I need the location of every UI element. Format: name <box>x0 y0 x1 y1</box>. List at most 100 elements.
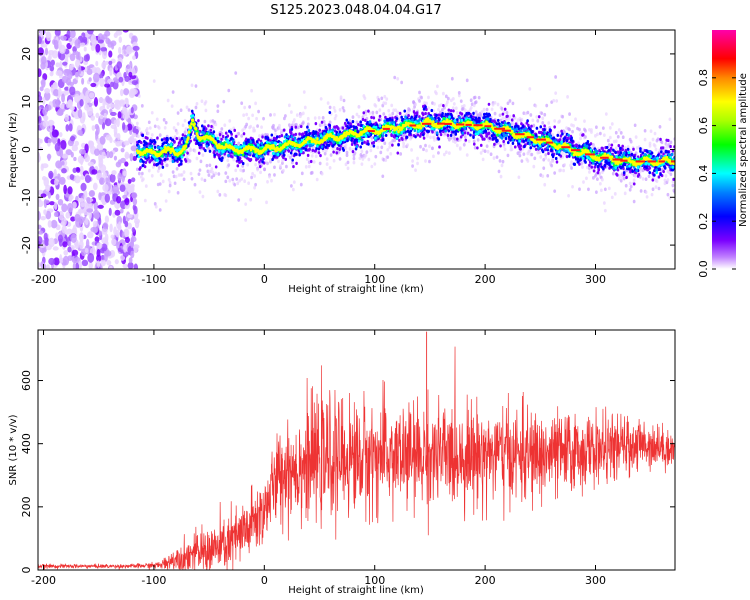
spectrogram-noise-blob <box>100 243 108 252</box>
spectrogram-halo-blob <box>557 130 561 135</box>
spectrogram-halo-blob <box>437 151 440 155</box>
spectrogram-halo-blob <box>296 125 300 130</box>
spectrogram-ridge-cell <box>294 125 298 129</box>
spectrogram-ridge-cell <box>421 133 425 137</box>
spectrogram-noise-blob <box>86 68 93 75</box>
spectrogram-noise-blob <box>69 64 74 71</box>
spectrogram-halo-blob <box>655 179 659 184</box>
spectrogram-halo-blob <box>289 184 293 188</box>
spectrogram-noise-blob <box>87 161 95 167</box>
spectrogram-ridge-cell <box>289 131 293 135</box>
spectrogram-noise-blob <box>110 234 115 239</box>
spectrogram-ridge-cell <box>446 112 450 116</box>
spectrogram-noise-blob <box>114 209 121 216</box>
spectrogram-ridge-cell <box>395 117 399 121</box>
spectrogram-halo-blob <box>256 167 259 172</box>
spectrogram-halo-blob <box>458 137 462 142</box>
spectrogram-ridge-cell <box>609 147 613 151</box>
spectrogram-noise-blob <box>61 75 69 84</box>
spectrogram-ridge-cell <box>661 146 665 150</box>
spectrogram-halo-blob <box>447 137 451 142</box>
spectrogram-halo-blob <box>574 117 577 121</box>
spectrogram-ridge-cell <box>158 160 162 165</box>
spectrogram-halo-blob <box>541 116 545 121</box>
spectrogram-ridge-cell <box>431 130 434 134</box>
spectrogram-halo-blob <box>566 95 569 99</box>
spectrogram-halo-blob <box>474 100 478 104</box>
spectrogram-noise-blob <box>55 70 63 77</box>
spectrogram-ridge-cell <box>214 165 218 169</box>
spectrogram-ridge-cell <box>258 165 262 169</box>
spectrogram-halo-blob <box>440 107 444 112</box>
chart-title: S125.2023.048.04.04.G17 <box>270 3 441 18</box>
spectrogram-noise-blob <box>119 89 124 97</box>
spectrogram-halo-blob <box>244 202 248 206</box>
spectrogram-halo-blob <box>135 125 139 130</box>
spectrogram-halo-blob <box>162 118 166 122</box>
spectrogram-ridge-cell <box>488 136 492 140</box>
spectrogram-noise-blob <box>122 106 127 115</box>
spectrogram-halo-blob <box>669 140 673 145</box>
spectrogram-noise-blob <box>132 155 137 162</box>
spectrogram-ridge-cell <box>306 125 309 129</box>
spectrogram-halo-blob <box>458 146 462 150</box>
spectrogram-noise-blob <box>67 81 75 87</box>
spectrogram-ridge-cell <box>181 133 185 137</box>
spectrogram-ridge-cell <box>292 165 295 169</box>
spectrogram-ridge-cell <box>294 152 298 156</box>
spectrogram-noise-blob <box>94 148 100 156</box>
spectrogram-noise-blob <box>98 97 104 103</box>
spectrogram-ridge-cell <box>499 144 502 148</box>
spectrogram-halo-blob <box>546 173 550 178</box>
spectrogram-noise-blob <box>80 175 85 180</box>
spectrogram-halo-blob <box>146 131 150 136</box>
spectrogram-halo-blob <box>402 144 406 149</box>
spectrogram-noise-blob <box>133 263 139 269</box>
spectrogram-halo-blob <box>292 180 296 184</box>
spectrogram-halo-blob <box>531 118 535 123</box>
spectrogram-noise-blob <box>106 150 110 159</box>
spectrogram-noise-blob <box>113 132 119 138</box>
spectrogram-noise-blob <box>49 71 54 77</box>
spectrogram-noise-blob <box>86 30 94 35</box>
spectrogram-halo-blob <box>489 152 493 157</box>
spectrogram-ridge-cell <box>197 151 201 155</box>
spectrogram-noise-blob <box>98 177 105 185</box>
spectrogram-noise-blob <box>128 257 133 264</box>
spectrogram-noise-blob <box>66 202 74 213</box>
spectrogram-noise-blob <box>87 231 94 239</box>
spectrogram-halo-blob <box>135 121 139 126</box>
spectrogram-halo-blob <box>191 134 195 139</box>
spectrogram-halo-blob <box>654 147 658 152</box>
spectrogram-noise-blob <box>45 210 52 220</box>
spectrogram-halo-blob <box>457 93 461 98</box>
spectrogram-halo-blob <box>510 147 514 152</box>
spectrogram-noise-blob <box>114 259 119 265</box>
spectrogram-halo-blob <box>344 143 348 147</box>
spectrogram-halo-blob <box>272 123 275 128</box>
spectrogram-ridge-cell <box>217 139 220 144</box>
spectrogram-halo-blob <box>396 76 400 81</box>
spectrogram-halo-blob <box>247 116 251 121</box>
spectrogram-halo-blob <box>657 186 661 191</box>
spectrogram-noise-blob <box>57 234 64 243</box>
spectrogram-halo-blob <box>508 99 512 103</box>
spectrogram-ridge-cell <box>521 124 525 129</box>
spectrogram-noise-blob <box>108 151 114 159</box>
spectrogram-noise-blob <box>110 111 117 117</box>
spectrogram-halo-blob <box>237 141 241 146</box>
spectrogram-halo-blob <box>545 103 549 108</box>
spectrogram-halo-blob <box>357 114 361 119</box>
spectrogram-noise-blob <box>87 252 95 263</box>
spectrogram-ridge-cell <box>302 146 305 150</box>
spectrogram-noise-blob <box>65 149 73 156</box>
spectrogram-ridge-cell <box>401 137 404 142</box>
spectrogram-noise-blob <box>63 184 67 195</box>
spectrogram-halo-blob <box>224 179 228 184</box>
spectrogram-noise-blob <box>62 61 68 66</box>
spectrogram-halo-blob <box>613 192 617 196</box>
spectrogram-halo-blob <box>334 113 338 118</box>
spectrogram-noise-blob <box>119 184 126 192</box>
spectrogram-halo-blob <box>158 133 162 137</box>
spectrogram-noise-blob <box>123 244 127 253</box>
